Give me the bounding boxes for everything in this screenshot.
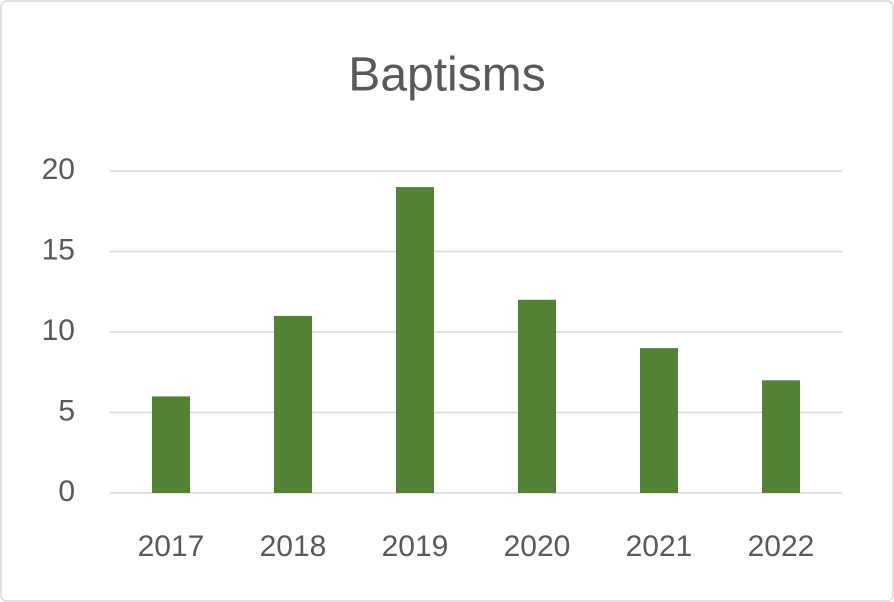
y-tick-label: 20	[42, 153, 75, 186]
bar	[274, 315, 312, 493]
bar	[518, 299, 556, 493]
x-tick-label: 2017	[138, 530, 205, 563]
bar	[152, 396, 190, 493]
bar	[640, 348, 678, 493]
x-tick-label: 2022	[748, 530, 815, 563]
bar	[396, 187, 434, 493]
y-tick-label: 0	[58, 475, 75, 508]
x-tick-label: 2020	[504, 530, 571, 563]
bar	[762, 380, 800, 493]
x-tick-label: 2021	[626, 530, 693, 563]
y-tick-label: 15	[42, 233, 75, 266]
x-tick-label: 2018	[260, 530, 327, 563]
x-tick-label: 2019	[382, 530, 449, 563]
y-tick-label: 5	[58, 394, 75, 427]
chart-title: Baptisms	[348, 49, 545, 102]
y-tick-label: 10	[42, 314, 75, 347]
